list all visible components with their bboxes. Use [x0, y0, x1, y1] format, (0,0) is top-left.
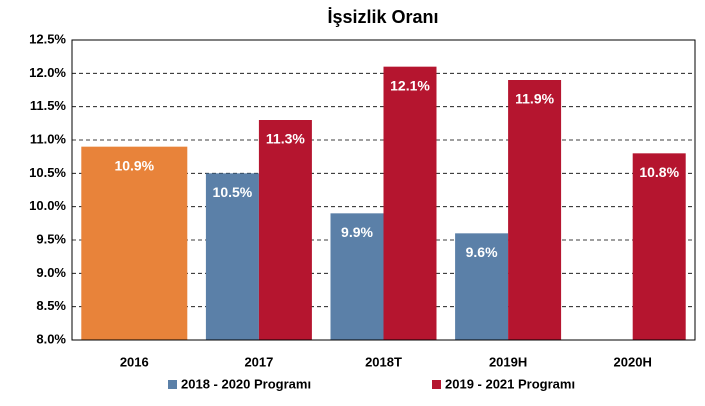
- legend-swatch: [168, 380, 177, 389]
- legend-swatch: [432, 380, 441, 389]
- x-tick-label: 2018T: [365, 354, 402, 369]
- value-label: 10.5%: [213, 184, 253, 200]
- plot-border: [71, 39, 696, 341]
- bar: [330, 213, 384, 340]
- bar: [632, 153, 686, 340]
- bar: [205, 173, 259, 340]
- value-label: 10.9%: [114, 157, 154, 173]
- y-tick-label: 10.5%: [29, 165, 66, 180]
- y-tick-label: 12.0%: [29, 65, 66, 80]
- y-tick-label: 8.5%: [36, 298, 66, 313]
- value-label: 11.3%: [266, 131, 305, 147]
- y-tick-label: 9.0%: [36, 265, 66, 280]
- y-tick-label: 10.0%: [29, 198, 66, 213]
- chart-title: İşsizlik Oranı: [327, 7, 438, 27]
- bar: [258, 120, 312, 340]
- bar: [508, 80, 562, 340]
- legend-label: 2019 - 2021 Programı: [445, 376, 575, 391]
- x-tick-label: 2016: [120, 354, 149, 369]
- legend-label: 2018 - 2020 Programı: [181, 376, 311, 391]
- value-label: 11.9%: [515, 91, 554, 107]
- value-label: 12.1%: [390, 77, 430, 93]
- y-tick-label: 11.0%: [30, 131, 67, 146]
- y-tick-label: 12.5%: [29, 31, 66, 46]
- y-tick-label: 11.5%: [30, 98, 67, 113]
- y-tick-label: 9.5%: [36, 231, 66, 246]
- x-tick-label: 2017: [244, 354, 273, 369]
- bar: [383, 66, 437, 341]
- value-label: 9.9%: [341, 224, 373, 240]
- bar: [81, 146, 188, 340]
- x-tick-label: 2020H: [614, 354, 652, 369]
- y-tick-label: 8.0%: [36, 331, 66, 346]
- bar: [455, 233, 509, 340]
- value-label: 10.8%: [639, 164, 679, 180]
- value-label: 9.6%: [466, 244, 498, 260]
- x-tick-label: 2019H: [489, 354, 527, 369]
